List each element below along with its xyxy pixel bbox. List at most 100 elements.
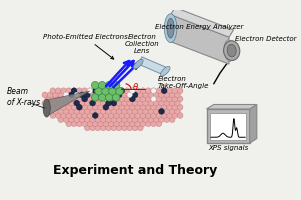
Circle shape: [111, 100, 117, 106]
Circle shape: [100, 108, 106, 114]
Circle shape: [145, 88, 151, 94]
Circle shape: [135, 96, 141, 102]
Circle shape: [90, 92, 95, 98]
Circle shape: [140, 104, 146, 110]
Circle shape: [169, 117, 175, 122]
Text: XPS signals: XPS signals: [208, 145, 248, 151]
Circle shape: [95, 88, 102, 95]
Circle shape: [156, 88, 162, 94]
Circle shape: [116, 88, 123, 95]
Circle shape: [92, 96, 98, 102]
Circle shape: [172, 104, 178, 110]
Text: Electron
Collection
Lens: Electron Collection Lens: [125, 34, 159, 54]
Circle shape: [82, 113, 88, 118]
Circle shape: [85, 92, 90, 98]
Circle shape: [122, 92, 127, 98]
Circle shape: [74, 92, 79, 98]
Circle shape: [108, 88, 114, 94]
Text: Electron Energy Analyzer: Electron Energy Analyzer: [155, 24, 244, 30]
Circle shape: [69, 108, 74, 114]
Circle shape: [58, 117, 64, 122]
Circle shape: [113, 88, 119, 94]
Circle shape: [98, 96, 104, 102]
Circle shape: [151, 113, 157, 118]
Circle shape: [122, 108, 127, 114]
Circle shape: [129, 96, 135, 102]
Circle shape: [106, 108, 111, 114]
Circle shape: [98, 104, 104, 110]
Circle shape: [138, 92, 143, 98]
Circle shape: [111, 92, 117, 98]
Ellipse shape: [160, 66, 170, 76]
Polygon shape: [171, 8, 234, 37]
Circle shape: [66, 113, 72, 118]
Circle shape: [92, 104, 98, 110]
Circle shape: [140, 121, 146, 127]
Ellipse shape: [227, 44, 236, 57]
Circle shape: [82, 88, 88, 94]
Circle shape: [122, 100, 127, 106]
Circle shape: [71, 121, 77, 127]
Circle shape: [135, 104, 141, 110]
Circle shape: [105, 94, 113, 101]
Circle shape: [69, 92, 74, 98]
Circle shape: [164, 92, 170, 98]
Circle shape: [61, 113, 66, 118]
Circle shape: [42, 100, 48, 106]
Circle shape: [119, 96, 125, 102]
Circle shape: [124, 104, 130, 110]
Circle shape: [90, 117, 95, 122]
Circle shape: [135, 113, 141, 118]
Circle shape: [109, 88, 114, 93]
Circle shape: [116, 125, 122, 131]
Circle shape: [148, 117, 154, 122]
Circle shape: [79, 92, 85, 98]
Circle shape: [71, 88, 77, 94]
Circle shape: [145, 96, 151, 102]
Circle shape: [90, 108, 95, 114]
Circle shape: [151, 121, 157, 127]
Ellipse shape: [167, 18, 174, 38]
Circle shape: [74, 108, 79, 114]
Circle shape: [116, 92, 122, 98]
Circle shape: [172, 113, 178, 118]
Circle shape: [61, 88, 66, 94]
Circle shape: [63, 108, 69, 114]
Circle shape: [103, 96, 109, 102]
Circle shape: [124, 113, 130, 118]
Circle shape: [111, 100, 117, 106]
Circle shape: [103, 88, 109, 94]
Circle shape: [119, 121, 125, 127]
Circle shape: [177, 113, 183, 118]
Circle shape: [100, 125, 106, 131]
Circle shape: [151, 88, 156, 93]
Circle shape: [127, 100, 133, 106]
Circle shape: [167, 88, 172, 94]
Circle shape: [161, 96, 167, 102]
Circle shape: [145, 104, 151, 110]
Circle shape: [55, 113, 61, 118]
Circle shape: [98, 113, 104, 118]
Circle shape: [119, 104, 125, 110]
Circle shape: [63, 117, 69, 122]
Circle shape: [111, 117, 117, 122]
Circle shape: [113, 121, 119, 127]
Circle shape: [92, 88, 98, 94]
Circle shape: [74, 100, 79, 106]
Circle shape: [85, 108, 90, 114]
Circle shape: [172, 96, 178, 102]
Circle shape: [42, 92, 48, 98]
Circle shape: [82, 121, 88, 127]
Circle shape: [66, 96, 72, 102]
Circle shape: [87, 96, 93, 102]
Circle shape: [161, 104, 167, 110]
Circle shape: [71, 113, 77, 118]
Circle shape: [76, 96, 82, 102]
Circle shape: [79, 108, 85, 114]
Circle shape: [53, 92, 58, 98]
Circle shape: [103, 121, 109, 127]
Circle shape: [76, 104, 82, 110]
Circle shape: [103, 104, 109, 110]
Circle shape: [87, 88, 92, 93]
Circle shape: [153, 117, 159, 122]
